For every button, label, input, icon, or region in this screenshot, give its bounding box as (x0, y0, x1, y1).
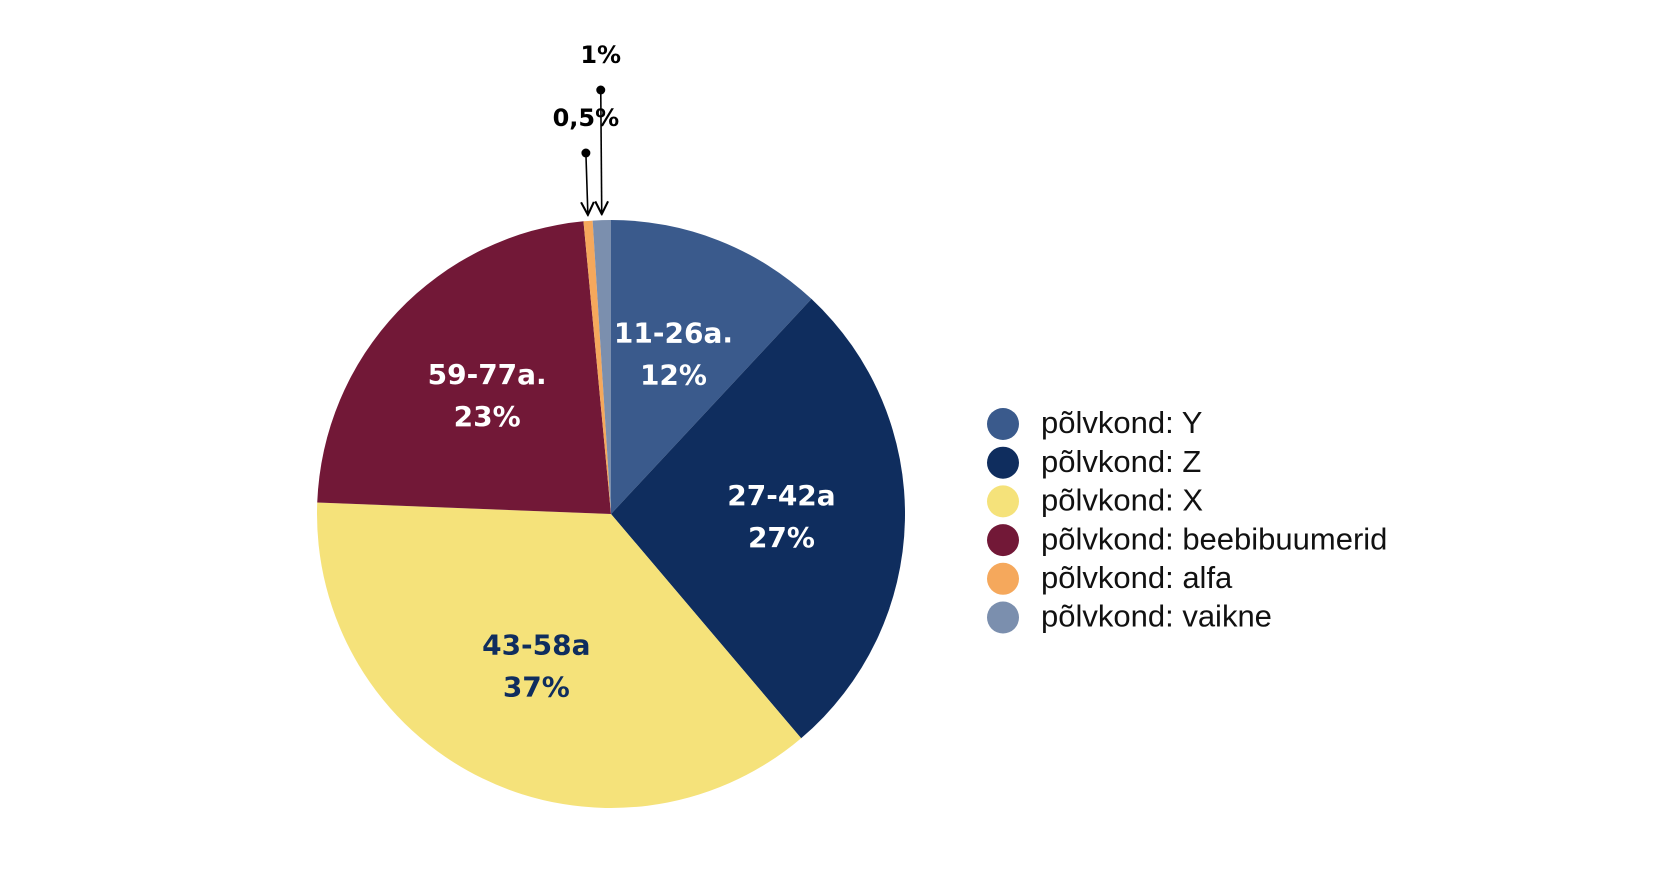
slice-range-label: 59-77a. (428, 358, 547, 391)
legend-label: põlvkond: Z (1041, 444, 1201, 479)
pie-slice (611, 220, 812, 514)
slice-range-label: 11-26a. (614, 316, 733, 349)
slice-range-label: 43-58a (482, 628, 590, 661)
slice-value-label: 27% (748, 521, 815, 554)
legend-swatch (987, 446, 1019, 479)
slice-range-label: 27-42a (727, 479, 835, 512)
legend-swatch (987, 485, 1019, 518)
pie-slice (592, 220, 611, 514)
legend-label: põlvkond: alfa (1041, 560, 1233, 595)
pie (317, 220, 905, 808)
pie-slice (583, 220, 611, 514)
pie-slice (317, 221, 611, 514)
slice-value-label: 1% (580, 41, 621, 69)
legend-label: põlvkond: Y (1041, 405, 1202, 440)
legend-swatch (987, 601, 1019, 634)
legend-swatch (987, 408, 1019, 440)
slice-value-label: 23% (454, 400, 521, 433)
legend-swatch (987, 562, 1019, 595)
slice-value-label: 12% (640, 358, 707, 391)
leader-line (601, 89, 602, 214)
slice-value-label: 0,5% (553, 104, 620, 132)
legend-swatch (987, 524, 1019, 557)
pie-slice (611, 298, 905, 739)
legend-label: põlvkond: beebibuumerid (1041, 521, 1387, 556)
slice-value-label: 37% (503, 670, 570, 703)
pie-slice (317, 502, 802, 808)
legend-label: põlvkond: X (1041, 483, 1203, 518)
legend-label: põlvkond: vaikne (1041, 599, 1272, 634)
leader-line (586, 152, 588, 215)
